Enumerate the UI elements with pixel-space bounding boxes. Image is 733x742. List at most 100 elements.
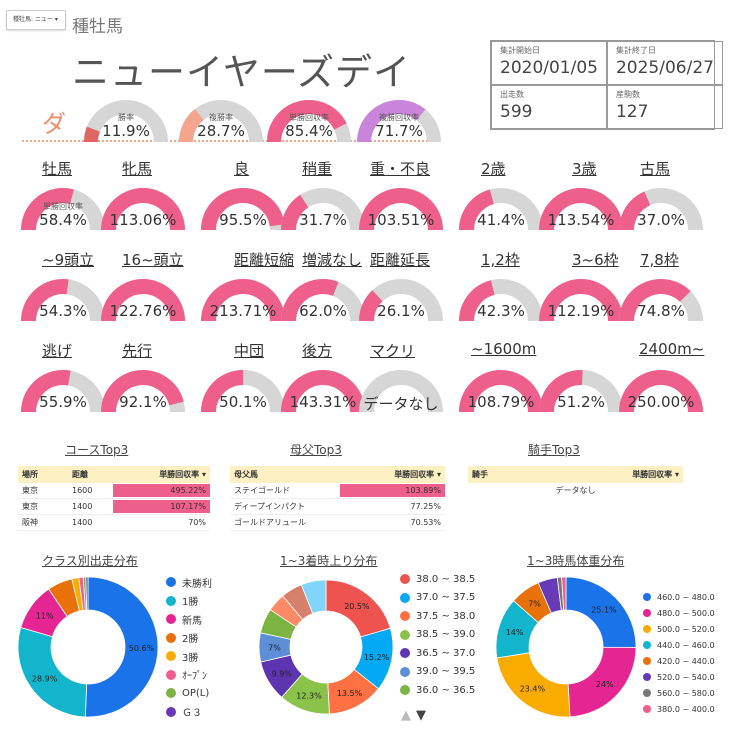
legend-label: Ｇ３ xyxy=(182,708,202,720)
legend-swatch xyxy=(643,705,651,713)
gauge-label: 単勝回収率 xyxy=(43,202,83,211)
category-link[interactable]: 16~頭立 xyxy=(122,251,184,269)
legend-label: 380.0 ~ 400.0 xyxy=(657,704,715,714)
gauge-value: 54.3% xyxy=(39,302,87,320)
category-link[interactable]: マクリ xyxy=(370,342,416,360)
category-link[interactable]: 古馬 xyxy=(640,160,671,178)
damsire-cell: ステイゴールド xyxy=(230,483,340,499)
win-return-value: 103.89% xyxy=(405,486,441,495)
category-gauge: 42.3% xyxy=(458,275,544,324)
table-row: ゴールドアリュール 70.53% xyxy=(230,514,445,531)
win-return-value: 107.17% xyxy=(170,502,206,511)
category-link[interactable]: 後方 xyxy=(302,342,333,360)
category-gauge: 62.0% xyxy=(280,275,366,324)
pie-slice xyxy=(85,576,89,611)
distance-cell: 1400 xyxy=(68,498,113,515)
category-link[interactable]: 1,2枠 xyxy=(481,251,520,269)
gauge-fill xyxy=(201,279,285,322)
damsire-top3-table: 母父馬 単勝回収率 ▾ ステイゴールド 103.89% ディープインパクト 77.2… xyxy=(230,466,445,531)
table-header-row: 騎手 単勝回収率 ▾ xyxy=(468,466,683,483)
legend-swatch xyxy=(643,609,651,617)
pie-data-label: 20.5% xyxy=(344,602,370,611)
category-link[interactable]: 2歳 xyxy=(481,160,506,178)
category-link[interactable]: 重・不良 xyxy=(370,160,431,178)
legend-item: 新馬 xyxy=(166,610,212,629)
legend-swatch xyxy=(643,641,651,649)
gauge-fill xyxy=(21,188,74,231)
place-cell: 東京 xyxy=(18,498,68,515)
legend-label: 38.0 ~ 38.5 xyxy=(416,573,476,585)
col-place[interactable]: 場所 xyxy=(18,466,68,483)
gauge-value: 55.9% xyxy=(39,393,87,411)
gauge-fill xyxy=(281,194,309,231)
dotted-divider xyxy=(22,140,432,142)
gauge-value: 31.7% xyxy=(299,211,347,229)
category-link[interactable]: 先行 xyxy=(122,342,153,360)
legend-label: 420.0 ~ 440.0 xyxy=(657,656,715,666)
col-distance[interactable]: 距離 xyxy=(68,466,113,483)
col-damsire[interactable]: 母父馬 xyxy=(230,466,340,483)
gauge-value: 103.51% xyxy=(367,211,435,229)
pie-data-label: 24% xyxy=(596,680,614,689)
top-gauge: 複勝回収率 71.7% xyxy=(356,96,442,145)
distance-cell: 1600 xyxy=(68,483,113,499)
category-link[interactable]: 中団 xyxy=(234,342,265,360)
damsire-cell: ディープインパクト xyxy=(230,498,340,515)
legend-label: 440.0 ~ 460.0 xyxy=(657,640,715,650)
gauge-fill xyxy=(619,191,651,231)
category-link[interactable]: 3歳 xyxy=(572,160,597,178)
gauge-fill xyxy=(101,279,185,322)
table-header-row: 場所 距離 単勝回収率 ▾ xyxy=(18,466,210,483)
weight-legend: 460.0 ~ 480.0 480.0 ~ 500.0 500.0 ~ 520.0 4… xyxy=(643,589,715,717)
gauge-value: 62.0% xyxy=(299,302,347,320)
gauge-fill xyxy=(267,100,347,143)
legend-label: 38.5 ~ 39.0 xyxy=(416,629,476,641)
category-link[interactable]: 7,8枠 xyxy=(640,251,679,269)
horse-select-dropdown[interactable]: 種牡馬: ニュー ▾ xyxy=(6,10,66,30)
legend-label: 37.5 ~ 38.0 xyxy=(416,610,476,622)
gauge-label: 複勝率 xyxy=(209,113,233,122)
category-link[interactable]: 2400m~ xyxy=(639,340,705,358)
category-link[interactable]: ~9頭立 xyxy=(42,251,95,269)
category-gauge: 74.8% xyxy=(618,275,704,324)
pager-up-icon[interactable]: ▲ xyxy=(401,708,411,723)
gauge-value: 42.3% xyxy=(477,302,525,320)
section-title: 種牡馬 xyxy=(72,17,123,37)
gauge-value: 74.8% xyxy=(637,302,685,320)
gauge-fill xyxy=(179,109,204,143)
jockey-top3-title: 騎手Top3 xyxy=(528,443,580,457)
gauge-value: 85.4% xyxy=(285,122,333,140)
category-link[interactable]: 距離短縮 xyxy=(234,251,295,269)
category-link[interactable]: 良 xyxy=(234,160,250,178)
legend-label: 3勝 xyxy=(182,652,199,664)
pie-data-label: 11% xyxy=(36,612,54,621)
category-gauge: 213.71% xyxy=(200,275,286,324)
gauge-fill xyxy=(619,370,703,413)
gauge-fill xyxy=(539,188,623,231)
col-jockey[interactable]: 騎手 xyxy=(468,466,578,483)
category-link[interactable]: 距離延長 xyxy=(370,251,431,269)
category-link[interactable]: ~1600m xyxy=(471,340,537,358)
category-link[interactable]: 増減なし xyxy=(302,251,363,269)
win-return-value: 70.53% xyxy=(410,518,441,527)
category-link[interactable]: 稍重 xyxy=(302,160,333,178)
win-return-cell: 103.89% xyxy=(340,483,445,499)
gauge-value: 92.1% xyxy=(119,393,167,411)
legend-item: 520.0 ~ 540.0 xyxy=(643,669,715,685)
col-win-return[interactable]: 単勝回収率 ▾ xyxy=(578,466,683,483)
col-win-return[interactable]: 単勝回収率 ▾ xyxy=(340,466,445,483)
gauge-fill xyxy=(21,370,71,413)
category-gauge: 単勝回収率 58.4% xyxy=(20,184,106,233)
category-link[interactable]: 3~6枠 xyxy=(572,251,619,269)
col-win-return[interactable]: 単勝回収率 ▾ xyxy=(113,466,210,483)
category-link[interactable]: 牝馬 xyxy=(122,160,153,178)
gauge-fill xyxy=(539,370,583,413)
legend-item: 38.0 ~ 38.5 xyxy=(400,570,475,589)
legend-label: 2勝 xyxy=(182,634,199,646)
category-gauge: 51.2% xyxy=(538,366,624,415)
category-link[interactable]: 牡馬 xyxy=(42,160,73,178)
pager-down-icon[interactable]: ▼ xyxy=(416,708,426,723)
gauge-fill xyxy=(359,188,443,231)
gauge-fill xyxy=(201,188,285,231)
category-link[interactable]: 逃げ xyxy=(42,342,73,360)
